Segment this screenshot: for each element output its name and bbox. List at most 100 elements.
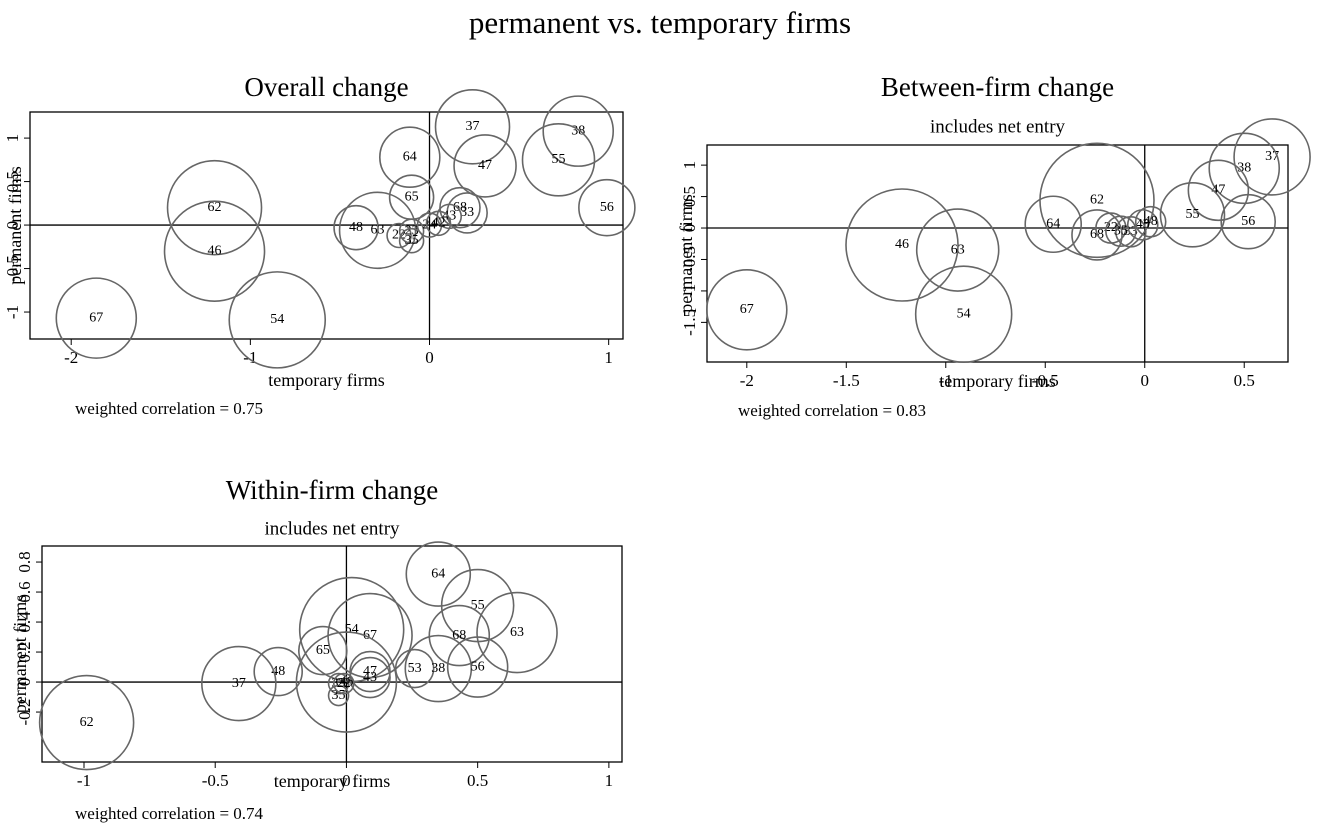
bubble-label: 35 <box>405 233 419 248</box>
bubble <box>253 646 303 697</box>
x-tick-label: -1.5 <box>833 371 860 390</box>
bubble <box>446 192 488 234</box>
bubble-label: 67 <box>740 302 754 317</box>
x-tick-label: 1 <box>604 348 613 367</box>
bubble <box>404 634 473 703</box>
figure-title: permanent vs. temporary firms <box>469 5 851 40</box>
bubble-label: 62 <box>1090 193 1104 208</box>
bubble <box>295 631 398 733</box>
bubble-label: 46 <box>339 674 353 689</box>
footnote: weighted correlation = 0.74 <box>75 804 264 823</box>
y-tick-label: 0 <box>15 678 34 687</box>
footnote: weighted correlation = 0.83 <box>738 401 926 420</box>
bubble <box>166 159 263 256</box>
y-axis-label: permanent firms <box>5 166 25 284</box>
bubble-label: 55 <box>471 598 485 613</box>
bubble-label: 47 <box>478 158 492 173</box>
x-tick-label: -1 <box>243 348 257 367</box>
bubble <box>914 265 1013 363</box>
bubble-label: 63 <box>510 625 524 640</box>
bubble-label: 54 <box>957 306 971 321</box>
bubble <box>1024 195 1083 254</box>
bubble-label: 48 <box>349 220 363 235</box>
y-tick-label: -1 <box>680 284 699 298</box>
bubble <box>1071 209 1123 261</box>
bubble-label: 43 <box>363 670 377 685</box>
bubble <box>578 178 636 237</box>
x-tick-label: 0 <box>1140 371 1149 390</box>
bubble <box>1233 118 1311 196</box>
bubble <box>476 591 558 674</box>
plot-frame <box>706 144 1289 363</box>
y-tick-label: 0.2 <box>15 641 34 662</box>
bubble-label: 67 <box>363 628 377 643</box>
bubble <box>163 200 266 302</box>
bubble-label: 38 <box>571 123 585 138</box>
bubble <box>394 648 435 689</box>
bubble <box>845 188 959 302</box>
bubble <box>333 204 379 251</box>
bubble-label: 54 <box>345 622 359 637</box>
x-tick-label: 0 <box>342 771 351 790</box>
bubble <box>228 271 327 369</box>
bubble-label: 48 <box>1144 214 1158 229</box>
bubble-label: 53 <box>408 661 422 676</box>
bubble <box>338 191 417 270</box>
bubble-label: 68 <box>453 200 467 215</box>
bubble <box>1220 193 1277 250</box>
bubble <box>1134 205 1167 238</box>
bubble-label: 65 <box>405 189 419 204</box>
bubble-label: 63 <box>371 223 385 238</box>
plot-frame <box>41 545 623 763</box>
bubble-label: 67 <box>89 310 103 325</box>
bubble <box>1159 182 1226 248</box>
x-tick-label: -2 <box>740 371 754 390</box>
bubble-label: 33 <box>460 205 474 220</box>
bubble-label: 62 <box>208 200 222 215</box>
bubble <box>521 123 596 197</box>
bubble-label: 55 <box>552 152 566 167</box>
bubble <box>915 208 1000 292</box>
bubble <box>453 134 517 198</box>
bubble <box>55 277 138 359</box>
y-tick-label: 0.4 <box>15 611 34 633</box>
x-tick-label: 0.5 <box>1234 371 1255 390</box>
bubble <box>1208 132 1281 205</box>
x-axis-label: temporary firms <box>268 370 384 390</box>
x-tick-label: -1 <box>77 771 91 790</box>
x-axis-label: temporary firms <box>939 371 1055 391</box>
x-tick-label: -0.5 <box>1032 371 1059 390</box>
y-tick-label: 0.5 <box>680 186 699 207</box>
bubble-label: 37 <box>466 119 480 134</box>
y-tick-label: 0 <box>3 221 22 230</box>
bubble-label: 55 <box>1185 207 1199 222</box>
bubble <box>327 672 350 695</box>
bubble <box>349 650 391 693</box>
bubble <box>542 95 615 167</box>
panel-subtitle: includes net entry <box>930 116 1066 137</box>
bubble-label: 56 <box>471 659 485 674</box>
panel-title: Within-firm change <box>226 475 439 505</box>
y-tick-label: 1 <box>680 161 699 170</box>
x-tick-label: -1 <box>939 371 953 390</box>
y-tick-label: -0.5 <box>680 246 699 273</box>
bubble <box>379 126 441 189</box>
bubble-label: 54 <box>270 312 284 327</box>
bubble-label: 68 <box>452 628 466 643</box>
bubble-label: 35 <box>332 688 346 703</box>
footnote: weighted correlation = 0.75 <box>75 399 263 418</box>
bubble-label: 56 <box>1241 214 1255 229</box>
y-tick-label: 0.8 <box>15 551 34 572</box>
bubble <box>416 212 443 238</box>
x-tick-label: 0.5 <box>467 771 488 790</box>
bubble-label: 62 <box>80 715 94 730</box>
bubble <box>425 210 452 237</box>
bubble <box>1187 159 1250 222</box>
bubble-label: 56 <box>600 200 614 215</box>
panel-title: Overall change <box>244 72 408 102</box>
bubble <box>298 576 405 683</box>
y-axis-label: permanent firms <box>676 194 696 312</box>
x-tick-label: -2 <box>64 348 78 367</box>
bubble-label: 46 <box>208 243 222 258</box>
bubble <box>349 656 391 699</box>
